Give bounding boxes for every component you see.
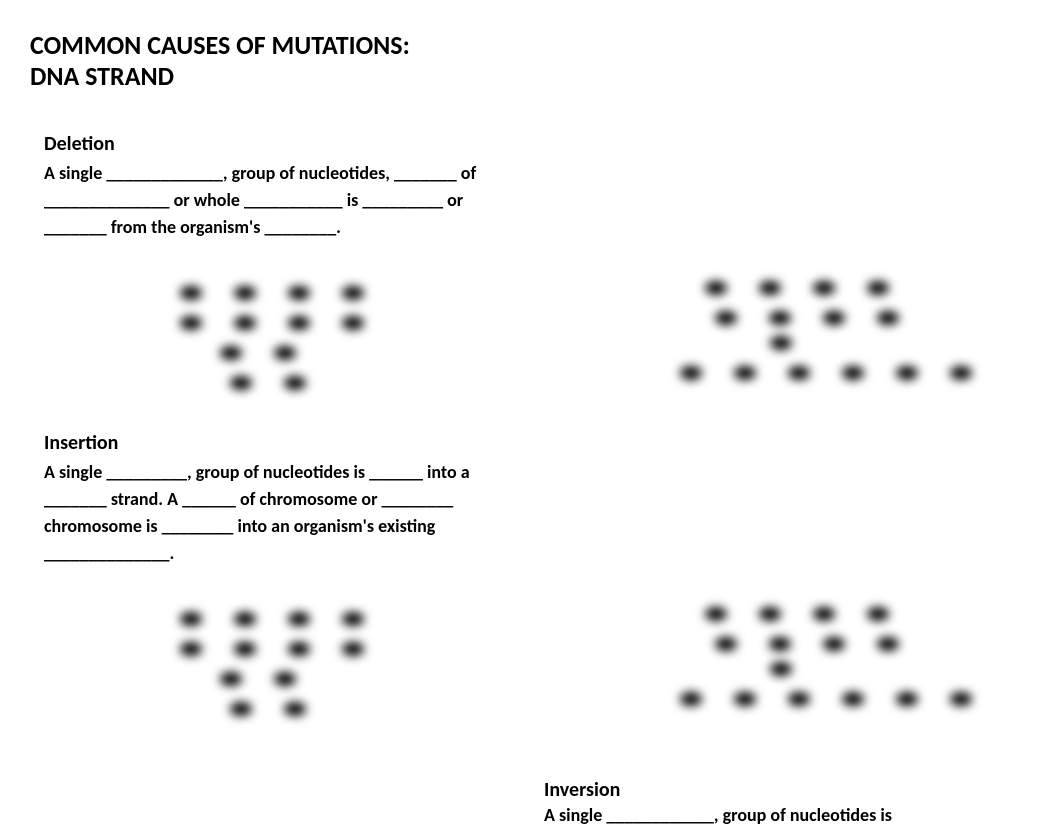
insertion-figure-right xyxy=(670,597,970,727)
deletion-figure-left xyxy=(130,271,430,401)
page-title: COMMON CAUSES OF MUTATIONS: DNA STRAND xyxy=(30,30,1032,92)
deletion-heading: Deletion xyxy=(44,132,1032,156)
figures-row-1 xyxy=(130,271,1032,401)
insertion-text: A single _________, group of nucleotides… xyxy=(44,459,524,567)
insertion-section: Insertion A single _________, group of n… xyxy=(30,431,1032,567)
figures-row-2 xyxy=(130,597,1032,727)
insertion-heading: Insertion xyxy=(44,431,1032,455)
inversion-heading: Inversion xyxy=(544,778,1024,802)
insertion-figure-left xyxy=(130,597,430,727)
inversion-text: A single ____________, group of nucleoti… xyxy=(544,804,1024,826)
deletion-section: Deletion A single _____________, group o… xyxy=(30,132,1032,241)
deletion-figure-right xyxy=(670,271,970,401)
title-line-1: COMMON CAUSES OF MUTATIONS: xyxy=(30,30,1032,61)
deletion-text: A single _____________, group of nucleot… xyxy=(44,160,524,241)
inversion-section: Inversion A single ____________, group o… xyxy=(544,778,1024,826)
title-line-2: DNA STRAND xyxy=(30,61,1032,92)
